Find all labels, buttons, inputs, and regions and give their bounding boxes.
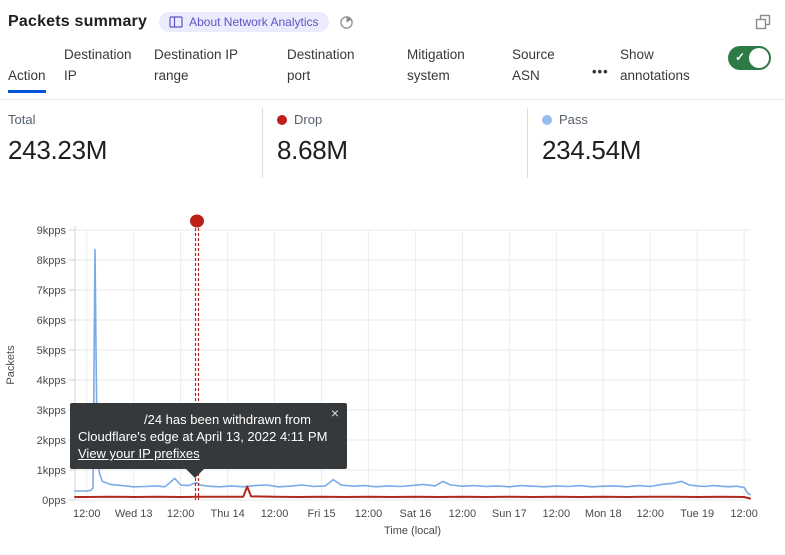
- y-tick-label: 3kpps: [37, 405, 67, 417]
- series-drop-line: [74, 485, 751, 500]
- tab-destination-port[interactable]: Destination port: [287, 47, 355, 84]
- drop-dot: [277, 114, 287, 125]
- y-tick-label: 7kpps: [37, 285, 67, 297]
- tab-source-asn[interactable]: Source ASN: [512, 47, 555, 84]
- toggle-knob: [749, 48, 769, 68]
- tab-action[interactable]: Action: [8, 66, 46, 93]
- x-axis-title: Time (local): [384, 525, 441, 537]
- annotation-dot[interactable]: [190, 214, 205, 228]
- x-tick-label: Sun 17: [492, 508, 527, 520]
- x-tick-label: Tue 19: [680, 508, 714, 520]
- x-tick-label: 12:00: [355, 508, 383, 520]
- close-icon[interactable]: ×: [330, 405, 339, 421]
- about-network-analytics-badge[interactable]: About Network Analytics: [159, 12, 329, 32]
- stat-value: 8.68M: [277, 135, 348, 165]
- x-tick-label: Wed 13: [115, 508, 153, 520]
- x-tick-label: 12:00: [730, 508, 758, 520]
- stat-value: 243.23M: [8, 135, 108, 165]
- x-tick-label: 12:00: [449, 508, 477, 520]
- tooltip-message: /24 has been withdrawn from Cloudflare's…: [78, 412, 328, 444]
- panel-header: Packets summary About Network Analytics: [8, 8, 777, 36]
- annotation-tooltip: × /24 has been withdrawn from Cloudflare…: [70, 403, 347, 478]
- book-icon: [169, 16, 183, 28]
- stat-label: Drop: [294, 112, 323, 127]
- tab-destination-ip[interactable]: Destination IP: [64, 47, 132, 84]
- popout-icon[interactable]: [755, 14, 771, 30]
- x-tick-label: 12:00: [73, 508, 101, 520]
- view-ip-prefixes-link[interactable]: View your IP prefixes: [78, 446, 200, 461]
- x-tick-label: Fri 15: [307, 508, 335, 520]
- badge-label: About Network Analytics: [189, 15, 319, 29]
- stat-total: Total 243.23M: [8, 112, 107, 166]
- stat-label: Total: [8, 112, 36, 127]
- show-annotations-label: Show annotations: [620, 47, 690, 84]
- x-tick-label: Mon 18: [585, 508, 622, 520]
- tab-destination-ip-range[interactable]: Destination IP range: [154, 47, 238, 84]
- stat-drop: Drop 8.68M: [277, 112, 348, 166]
- stats-divider: [262, 108, 263, 178]
- show-annotations-toggle[interactable]: ✓: [728, 46, 771, 70]
- tab-mitigation-system[interactable]: Mitigation system: [407, 47, 465, 84]
- more-tabs-button[interactable]: •••: [592, 64, 609, 79]
- x-tick-label: Sat 16: [400, 508, 432, 520]
- check-icon: ✓: [735, 50, 746, 64]
- stats-divider: [527, 108, 528, 178]
- y-tick-label: 6kpps: [37, 315, 67, 327]
- y-tick-label: 1kpps: [37, 465, 67, 477]
- stat-label: Pass: [559, 112, 588, 127]
- x-tick-label: 12:00: [261, 508, 289, 520]
- y-axis-title: Packets: [5, 345, 17, 385]
- series-pass-line: [74, 248, 751, 496]
- packets-chart: 9kpps 8kpps 7kpps 6kpps 5kpps 4kpps 3kpps 2kpps…: [5, 214, 758, 537]
- y-tick-label: 8kpps: [37, 255, 67, 267]
- x-tick-label: Thu 14: [210, 508, 244, 520]
- x-tick-label: 12:00: [167, 508, 195, 520]
- y-tick-label: 9kpps: [37, 225, 67, 237]
- stat-pass: Pass 234.54M: [542, 112, 641, 166]
- dimension-tabs: Action Destination IP Destination IP ran…: [0, 40, 785, 100]
- stat-value: 234.54M: [542, 135, 642, 165]
- x-tick-label: 12:00: [636, 508, 664, 520]
- pass-dot: [542, 114, 552, 125]
- summary-stats: Total 243.23M Drop 8.68M Pass 234.54M: [0, 106, 785, 182]
- page-title: Packets summary: [8, 13, 148, 30]
- y-tick-label: 5kpps: [37, 345, 67, 357]
- y-tick-label: 0pps: [42, 495, 66, 507]
- y-tick-label: 2kpps: [37, 435, 67, 447]
- history-icon[interactable]: [339, 15, 354, 30]
- y-tick-label: 4kpps: [37, 375, 67, 387]
- x-tick-label: 12:00: [543, 508, 571, 520]
